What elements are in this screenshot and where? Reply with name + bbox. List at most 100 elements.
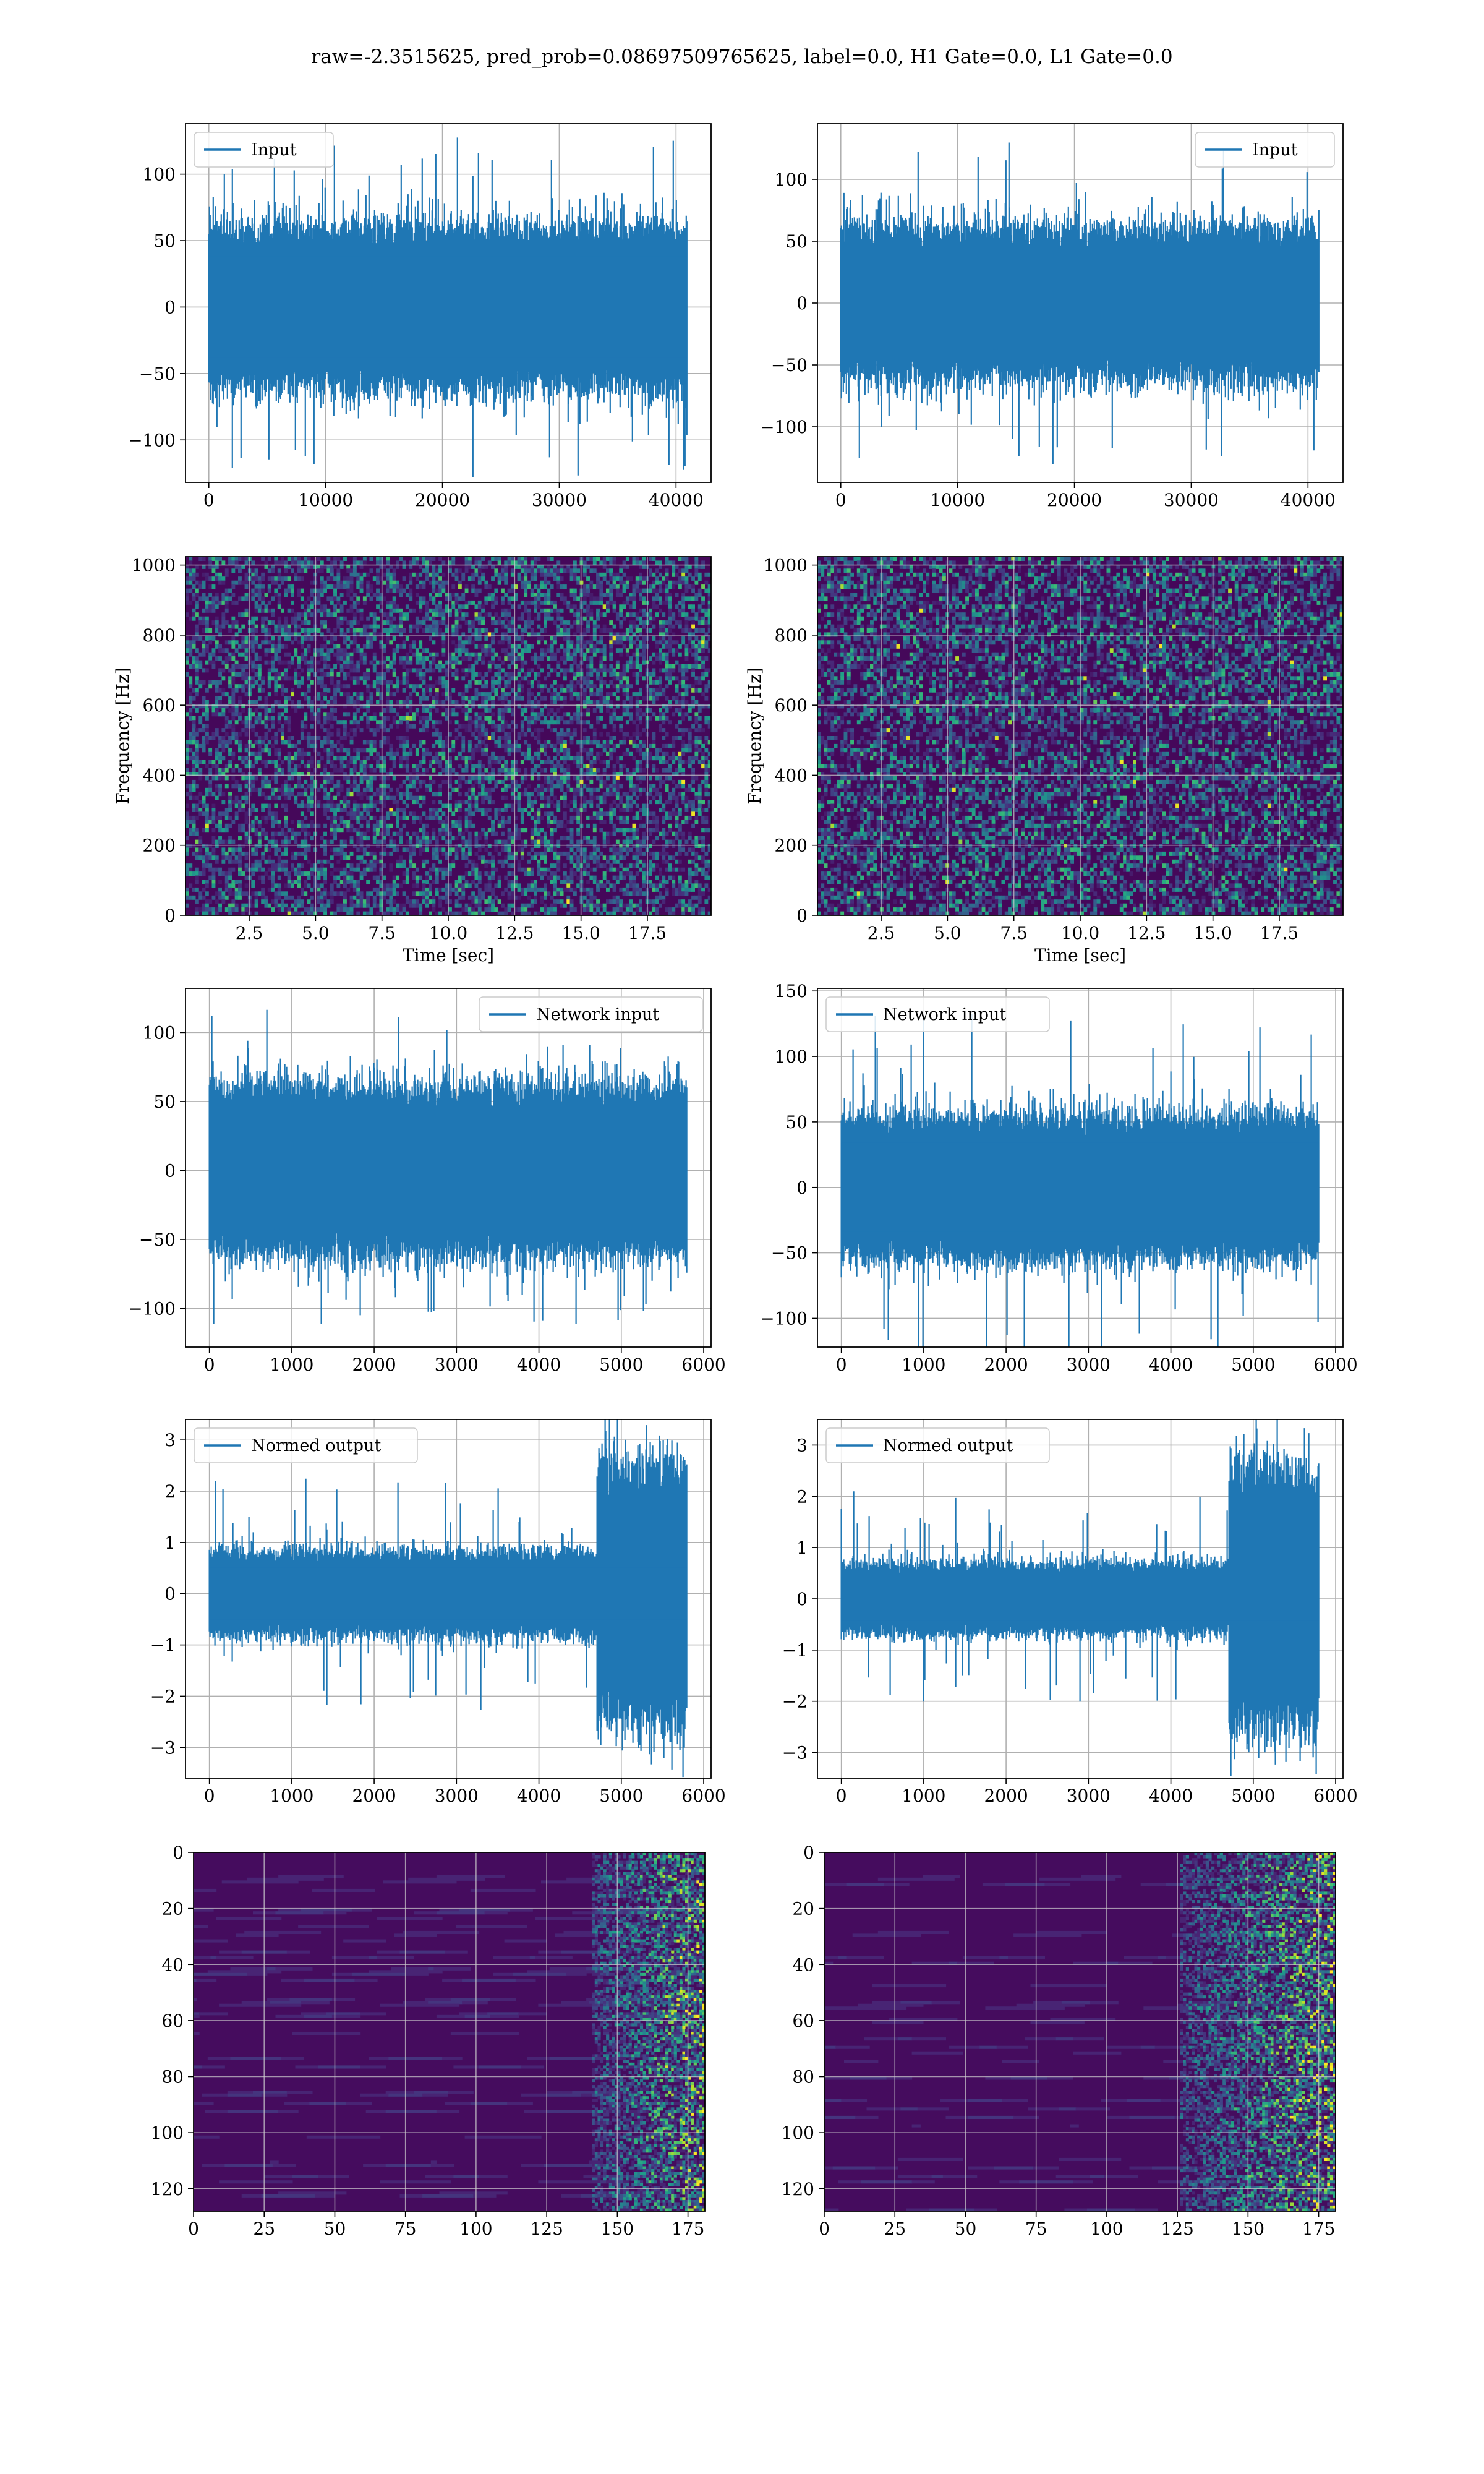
heatmap-cell (688, 596, 692, 601)
heatmap-cell (438, 660, 442, 665)
heatmap-cell (609, 644, 613, 649)
heatmap-cell (579, 787, 584, 792)
heatmap-cell (691, 588, 695, 593)
heatmap-cell (267, 728, 271, 733)
heatmap-cell (228, 560, 232, 565)
heatmap-cell (228, 668, 232, 673)
heatmap-cell (346, 732, 351, 737)
heatmap-cell (228, 760, 232, 764)
heatmap-cell (415, 668, 419, 673)
heatmap-cell (681, 668, 686, 673)
heatmap-cell (517, 784, 521, 789)
heatmap-cell (550, 792, 554, 797)
heatmap-cell (451, 664, 456, 669)
heatmap-cell (352, 776, 357, 781)
heatmap-cell (691, 776, 695, 781)
heatmap-cell (224, 608, 229, 613)
heatmap-cell (691, 688, 695, 693)
heatmap-cell (429, 664, 432, 669)
heatmap-cell (494, 728, 498, 733)
heatmap-cell (504, 772, 508, 776)
heatmap-cell (520, 656, 524, 661)
heatmap-cell (379, 740, 383, 745)
heatmap-cell (467, 600, 472, 605)
heatmap-cell (274, 779, 278, 784)
heatmap-cell (464, 764, 469, 769)
heatmap-cell (339, 760, 344, 764)
heatmap-cell (205, 628, 209, 633)
heatmap-cell (589, 787, 594, 792)
heatmap-cell (632, 692, 636, 697)
heatmap-cell (379, 696, 383, 701)
heatmap-cell (330, 564, 334, 569)
heatmap-cell (320, 648, 324, 653)
heatmap-cell (247, 680, 252, 685)
heatmap-cell (534, 632, 537, 637)
heatmap-cell (186, 768, 189, 773)
heatmap-cell (392, 580, 396, 585)
heatmap-cell (372, 576, 377, 581)
heatmap-cell (606, 580, 610, 585)
heatmap-cell (192, 779, 196, 784)
heatmap-cell (602, 624, 607, 629)
heatmap-cell (464, 600, 469, 605)
heatmap-cell (632, 772, 636, 776)
heatmap-cell (392, 608, 396, 613)
heatmap-cell (514, 787, 518, 792)
heatmap-cell (247, 640, 252, 645)
heatmap-cell (701, 756, 705, 761)
heatmap-cell (297, 700, 301, 704)
heatmap-cell (287, 740, 291, 745)
heatmap-cell (257, 720, 262, 725)
heatmap-cell (668, 768, 672, 773)
heatmap-cell (534, 557, 537, 561)
heatmap-cell (372, 628, 377, 633)
heatmap-cell (231, 620, 236, 625)
heatmap-cell (451, 604, 456, 609)
heatmap-cell (244, 557, 249, 561)
heatmap-cell (550, 668, 554, 673)
heatmap-cell (261, 720, 265, 725)
heatmap-cell (569, 720, 574, 725)
heatmap-cell (346, 700, 351, 704)
heatmap-cell (684, 628, 689, 633)
heatmap-cell (540, 572, 544, 577)
heatmap-cell (402, 756, 406, 761)
heatmap-cell (704, 644, 709, 649)
heatmap-cell (281, 736, 284, 740)
heatmap-cell (592, 760, 597, 764)
heatmap-cell (537, 664, 541, 669)
heatmap-cell (195, 751, 199, 756)
heatmap-cell (619, 608, 623, 613)
heatmap-cell (629, 596, 633, 601)
heatmap-cell (425, 568, 429, 573)
heatmap-cell (672, 668, 676, 673)
heatmap-cell (254, 756, 258, 761)
heatmap-cell (415, 776, 419, 781)
heatmap-cell (524, 608, 528, 613)
heatmap-cell (632, 740, 636, 745)
heatmap-cell (264, 660, 268, 665)
heatmap-cell (228, 684, 232, 689)
heatmap-cell (343, 600, 347, 605)
heatmap-cell (369, 700, 373, 704)
heatmap-cell (694, 560, 699, 565)
heatmap-cell (622, 708, 626, 713)
heatmap-cell (412, 644, 416, 649)
heatmap-cell (251, 684, 255, 689)
heatmap-cell (510, 768, 514, 773)
heatmap-cell (356, 644, 360, 649)
heatmap-cell (672, 736, 676, 740)
heatmap-cell (681, 640, 686, 645)
heatmap-cell (205, 616, 209, 621)
heatmap-cell (458, 636, 462, 641)
heatmap-cell (333, 588, 337, 593)
heatmap-cell (668, 580, 672, 585)
heatmap-cell (343, 636, 347, 641)
heatmap-cell (678, 620, 682, 625)
heatmap-cell (425, 751, 429, 756)
heatmap-cell (612, 708, 616, 713)
heatmap-cell (576, 568, 581, 573)
heatmap-cell (501, 568, 505, 573)
heatmap-cell (672, 564, 676, 569)
